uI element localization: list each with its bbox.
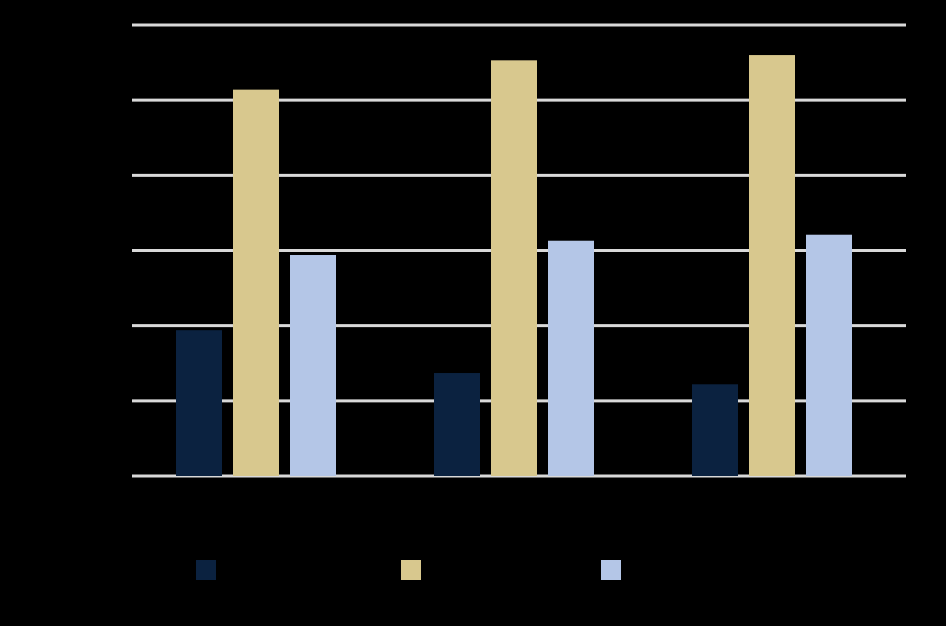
y-tick-label: 0 <box>114 467 122 483</box>
y-tick-label: 60 <box>106 16 122 32</box>
legend-swatch <box>196 560 216 580</box>
bar <box>806 234 852 476</box>
bar <box>233 89 279 476</box>
bar <box>692 384 738 476</box>
bar <box>176 330 222 476</box>
legend-swatch <box>401 560 421 580</box>
bar <box>290 255 336 476</box>
y-tick-label: 30 <box>106 241 122 257</box>
bar <box>491 60 537 476</box>
bar <box>749 55 795 477</box>
bar <box>434 373 480 476</box>
bar <box>548 240 594 476</box>
legend-swatch <box>601 560 621 580</box>
y-tick-label: 40 <box>106 166 122 182</box>
y-tick-label: 50 <box>106 91 122 107</box>
y-tick-label: 20 <box>106 316 122 332</box>
y-tick-label: 10 <box>106 392 122 408</box>
